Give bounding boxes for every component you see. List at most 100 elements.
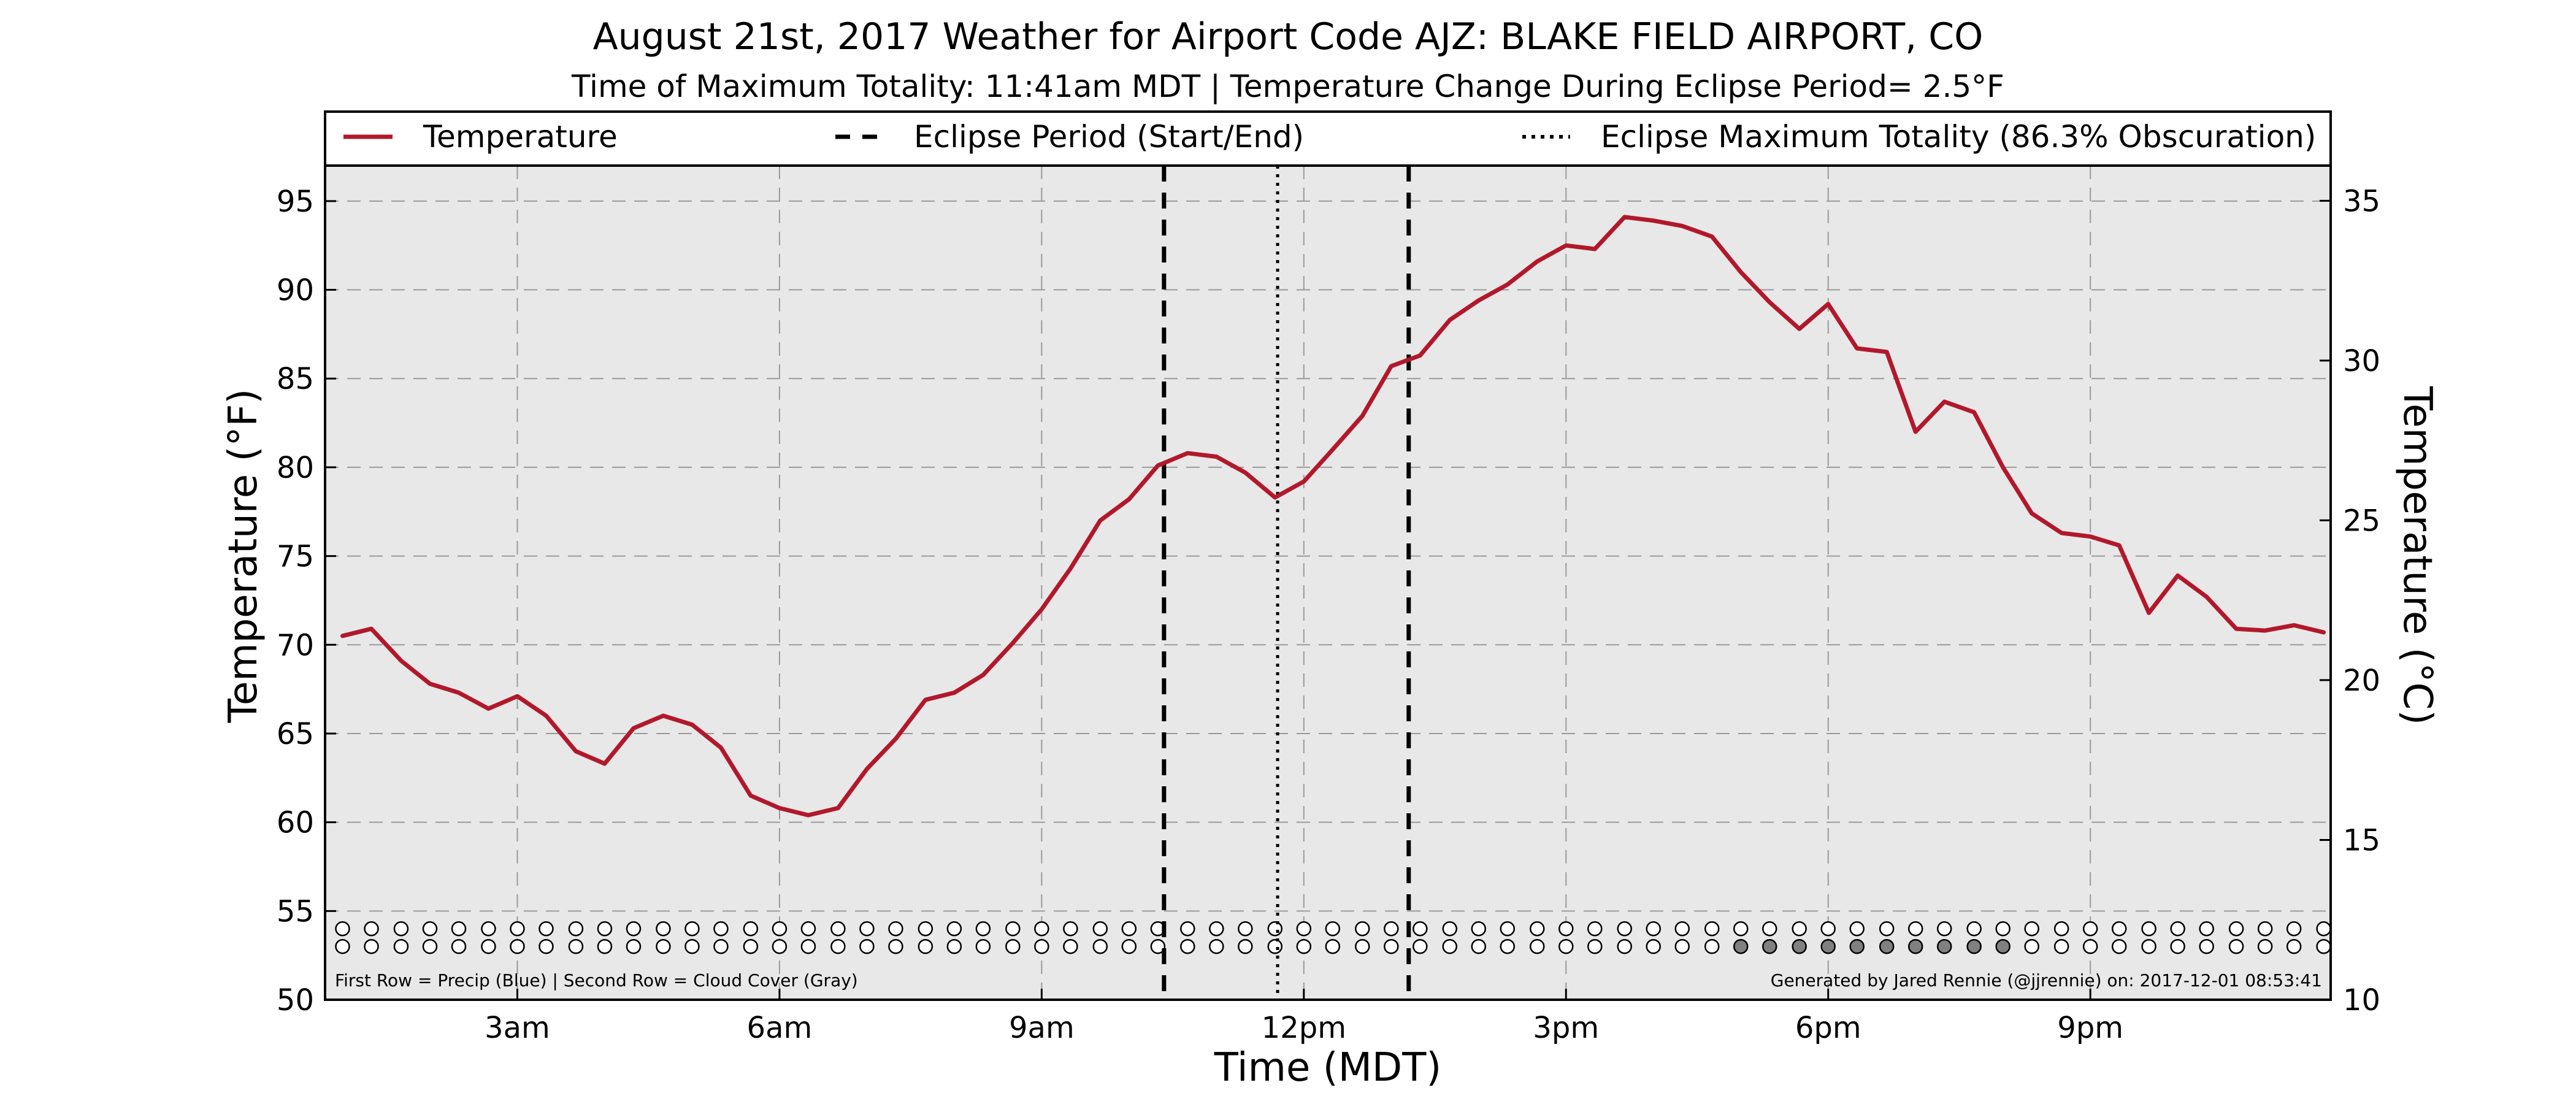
cloud-marker	[1674, 938, 1690, 954]
precip-marker	[1209, 921, 1224, 937]
y-right-tick-label: 25	[2343, 504, 2380, 538]
cloud-marker	[1325, 938, 1341, 954]
cloud-marker	[481, 938, 496, 954]
note-right: Generated by Jared Rennie (@jjrennie) on…	[1771, 970, 2322, 991]
cloud-marker	[1121, 938, 1137, 954]
precip-marker	[1733, 921, 1749, 937]
cloud-marker	[2024, 938, 2039, 954]
cloud-marker	[1267, 938, 1283, 954]
x-tick-label: 3am	[485, 1011, 550, 1045]
x-tick-label: 9am	[1009, 1011, 1075, 1045]
precip-marker	[626, 921, 642, 937]
cloud-marker	[1384, 938, 1399, 954]
y-axis-right: 10 15 20 25 30 35	[2320, 184, 2380, 1018]
cloud-marker	[859, 938, 875, 954]
cloud-marker	[1762, 938, 1777, 954]
cloud-marker	[1092, 938, 1108, 954]
precip-marker	[1792, 921, 1807, 937]
cloud-marker	[1413, 938, 1428, 954]
precip-marker	[1121, 921, 1137, 937]
cloud-marker	[1500, 938, 1516, 954]
precip-marker	[568, 921, 584, 937]
cloud-marker	[2228, 938, 2244, 954]
cloud-marker	[1442, 938, 1458, 954]
cloud-marker	[1034, 938, 1049, 954]
cloud-marker	[1966, 938, 1982, 954]
cloud-marker	[1617, 938, 1632, 954]
precip-marker	[597, 921, 613, 937]
precip-marker	[393, 921, 409, 937]
x-axis-label: Time (MDT)	[1214, 1045, 1442, 1091]
cloud-marker	[713, 938, 729, 954]
cloud-marker	[1646, 938, 1662, 954]
y-tick-label: 90	[277, 274, 314, 308]
x-axis: 3am 6am 9am 12pm 3pm 6pm 9pm	[485, 989, 2123, 1045]
x-tick-label: 6am	[747, 1011, 813, 1045]
cloud-marker	[1879, 938, 1895, 954]
precip-marker	[364, 921, 379, 937]
cloud-marker	[2316, 938, 2331, 954]
cloud-marker	[1005, 938, 1021, 954]
precip-marker	[2228, 921, 2244, 937]
y-axis-label-left: Temperature (°F)	[221, 389, 266, 724]
precip-marker	[2082, 921, 2098, 937]
precip-marker	[1180, 921, 1195, 937]
y-tick-label: 70	[277, 628, 314, 662]
cloud-marker	[684, 938, 700, 954]
precip-marker	[1936, 921, 1952, 937]
cloud-marker	[946, 938, 962, 954]
legend-label-temperature: Temperature	[423, 119, 618, 155]
precip-marker	[1966, 921, 1982, 937]
cloud-marker	[626, 938, 642, 954]
cloud-marker	[539, 938, 554, 954]
cloud-marker	[918, 938, 933, 954]
cloud-marker	[1820, 938, 1836, 954]
precip-marker	[2286, 921, 2302, 937]
precip-marker	[684, 921, 700, 937]
precip-marker	[975, 921, 991, 937]
cloud-marker	[888, 938, 903, 954]
cloud-marker	[393, 938, 409, 954]
precip-marker	[1471, 921, 1487, 937]
x-tick-label: 3pm	[1533, 1011, 1599, 1045]
precip-marker	[1063, 921, 1078, 937]
cloud-marker	[1995, 938, 2011, 954]
cloud-marker	[335, 938, 350, 954]
precip-marker	[2141, 921, 2156, 937]
y-axis-left: 50 55 60 65 70 75 80 85 90 95	[277, 185, 336, 1018]
cloud-marker	[975, 938, 991, 954]
y-right-tick-label: 20	[2343, 664, 2380, 698]
cloud-marker	[364, 938, 379, 954]
x-tick-label: 9pm	[2057, 1011, 2123, 1045]
cloud-marker	[597, 938, 613, 954]
cloud-marker	[1471, 938, 1487, 954]
legend: Temperature Eclipse Period (Start/End) E…	[343, 119, 2316, 155]
temperature-line	[340, 215, 2326, 818]
cloud-marker	[1209, 938, 1224, 954]
cloud-marker	[1063, 938, 1078, 954]
precip-marker	[1617, 921, 1632, 937]
precip-marker	[2199, 921, 2214, 937]
marker-rows	[335, 921, 2331, 954]
precip-marker	[918, 921, 933, 937]
cloud-marker	[1704, 938, 1720, 954]
note-left: First Row = Precip (Blue) | Second Row =…	[335, 970, 858, 991]
precip-marker	[713, 921, 729, 937]
cloud-marker	[510, 938, 525, 954]
precip-marker	[1587, 921, 1603, 937]
precip-marker	[888, 921, 903, 937]
cloud-marker	[2257, 938, 2273, 954]
precip-marker	[1384, 921, 1399, 937]
legend-label-eclipse-period: Eclipse Period (Start/End)	[914, 119, 1304, 155]
precip-marker	[1820, 921, 1836, 937]
precip-marker	[510, 921, 525, 937]
y-right-tick-label: 10	[2343, 983, 2380, 1018]
precip-marker	[743, 921, 759, 937]
precip-marker	[2024, 921, 2039, 937]
y-right-tick-label: 15	[2343, 823, 2380, 857]
precip-marker	[830, 921, 846, 937]
y-tick-label: 55	[277, 894, 314, 929]
y-tick-label: 60	[277, 806, 314, 840]
precip-marker	[335, 921, 350, 937]
